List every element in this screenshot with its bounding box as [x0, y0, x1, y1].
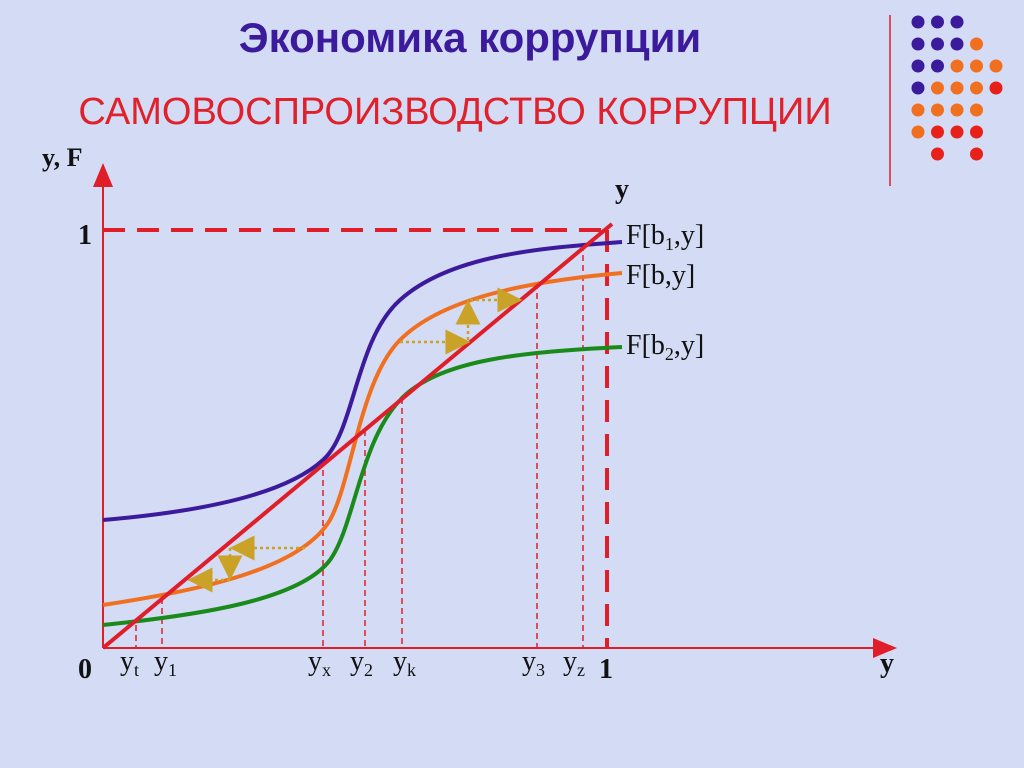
- dot: [931, 15, 944, 29]
- curve-label: F[b,y]: [626, 260, 695, 291]
- dot: [989, 81, 1003, 95]
- x-mark-sub: k: [407, 660, 416, 680]
- x-mark-label: y3: [522, 646, 545, 680]
- dot: [970, 125, 983, 139]
- dot: [911, 59, 925, 73]
- x-mark-base: y: [563, 646, 577, 677]
- curve-b: [102, 271, 623, 607]
- guides: [135, 245, 584, 648]
- curve-label-part: F[b: [626, 330, 665, 361]
- dot: [911, 103, 925, 117]
- dot: [931, 103, 944, 117]
- x-axis-label: y: [880, 648, 894, 679]
- subtitle: САМОВОСПРОИЗВОДСТВО КОРРУПЦИИ: [78, 91, 831, 133]
- diagonal-label: y: [615, 174, 629, 205]
- decor-dots: [911, 15, 1003, 161]
- curve-label-part: F[b,y]: [626, 260, 695, 291]
- dot: [931, 81, 944, 95]
- x-mark-sub: 2: [364, 660, 373, 680]
- curve-b1: [102, 240, 623, 522]
- dot: [911, 125, 925, 139]
- x-mark-base: y: [522, 646, 536, 677]
- dot: [931, 37, 944, 51]
- x-mark-base: y: [154, 646, 168, 677]
- x-mark-label: yx: [308, 646, 331, 680]
- curve-b2: [102, 345, 623, 627]
- x-mark-base: y: [120, 646, 134, 677]
- dot: [911, 15, 925, 29]
- diagram: [93, 163, 897, 658]
- dot: [931, 147, 944, 161]
- labels: y, F y y 0 1 1 F[b1,y]F[b,y]F[b2,y]yt y1 y…: [42, 143, 894, 685]
- y-axis-label: y, F: [42, 143, 82, 172]
- dot: [950, 125, 964, 139]
- dot: [911, 81, 925, 95]
- dot: [950, 103, 964, 117]
- x-mark-sub: x: [322, 660, 331, 680]
- x-mark-label: yk: [393, 646, 416, 680]
- dot: [970, 147, 983, 161]
- origin-label: 0: [78, 654, 92, 685]
- x-mark-sub: 1: [168, 660, 177, 680]
- x-mark-sub: z: [577, 660, 585, 680]
- dot: [950, 59, 964, 73]
- title: Экономика коррупции: [239, 14, 701, 61]
- curve-label-part: ,y]: [674, 220, 704, 251]
- dot: [950, 15, 964, 29]
- x-mark-base: y: [393, 646, 407, 677]
- x-mark-base: y: [350, 646, 364, 677]
- curve-label-part: 1: [665, 234, 674, 254]
- dot: [970, 103, 983, 117]
- iteration-arrows: [187, 287, 523, 593]
- curve-label: F[b2,y]: [626, 330, 704, 364]
- x-one-label: 1: [599, 654, 613, 685]
- x-mark-label: y1: [154, 646, 177, 680]
- x-mark-label: yz: [563, 646, 585, 680]
- dot: [989, 59, 1003, 73]
- dot: [970, 37, 983, 51]
- dot: [950, 81, 964, 95]
- dot: [931, 59, 944, 73]
- dot: [950, 37, 964, 51]
- curve-label-part: 2: [665, 344, 674, 364]
- y-one-label: 1: [78, 220, 92, 251]
- x-mark-label: y2: [350, 646, 373, 680]
- curve-label: F[b1,y]: [626, 220, 704, 254]
- dot: [970, 59, 983, 73]
- x-mark-sub: 3: [536, 660, 545, 680]
- x-mark-label: yt: [120, 646, 139, 680]
- x-mark-base: y: [308, 646, 322, 677]
- dot: [970, 81, 983, 95]
- dot: [931, 125, 944, 139]
- curve-label-part: F[b: [626, 220, 665, 251]
- curve-label-part: ,y]: [674, 330, 704, 361]
- x-mark-sub: t: [134, 660, 139, 680]
- dot: [911, 37, 925, 51]
- diagonal: [101, 222, 614, 650]
